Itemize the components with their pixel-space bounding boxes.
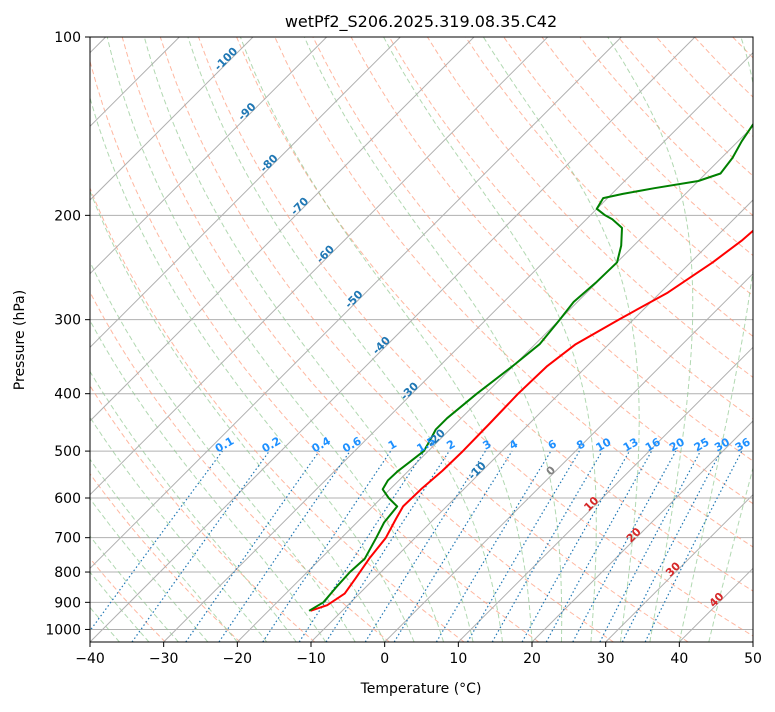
- x-tick-label: −20: [223, 651, 253, 667]
- x-tick-label: −30: [149, 651, 179, 667]
- y-tick-label: 500: [54, 444, 81, 460]
- y-tick-label: 700: [54, 531, 81, 547]
- y-tick-label: 200: [54, 208, 81, 224]
- y-tick-label: 400: [54, 387, 81, 403]
- y-tick-label: 1000: [45, 622, 81, 638]
- y-tick-label: 800: [54, 565, 81, 581]
- y-axis-label: Pressure (hPa): [12, 290, 28, 390]
- x-tick-label: 10: [449, 651, 467, 667]
- y-tick-label: 600: [54, 491, 81, 507]
- y-tick-label: 100: [54, 30, 81, 46]
- x-tick-label: −40: [75, 651, 105, 667]
- x-tick-label: 40: [670, 651, 688, 667]
- y-tick-label: 300: [54, 313, 81, 329]
- chart-title: wetPf2_S206.2025.319.08.35.C42: [285, 12, 557, 32]
- y-tick-label: 900: [54, 595, 81, 611]
- x-tick-label: 20: [523, 651, 541, 667]
- x-tick-label: 0: [380, 651, 389, 667]
- x-axis-label: Temperature (°C): [360, 681, 482, 697]
- x-tick-label: 50: [744, 651, 762, 667]
- x-tick-label: 30: [597, 651, 615, 667]
- x-tick-label: −10: [296, 651, 326, 667]
